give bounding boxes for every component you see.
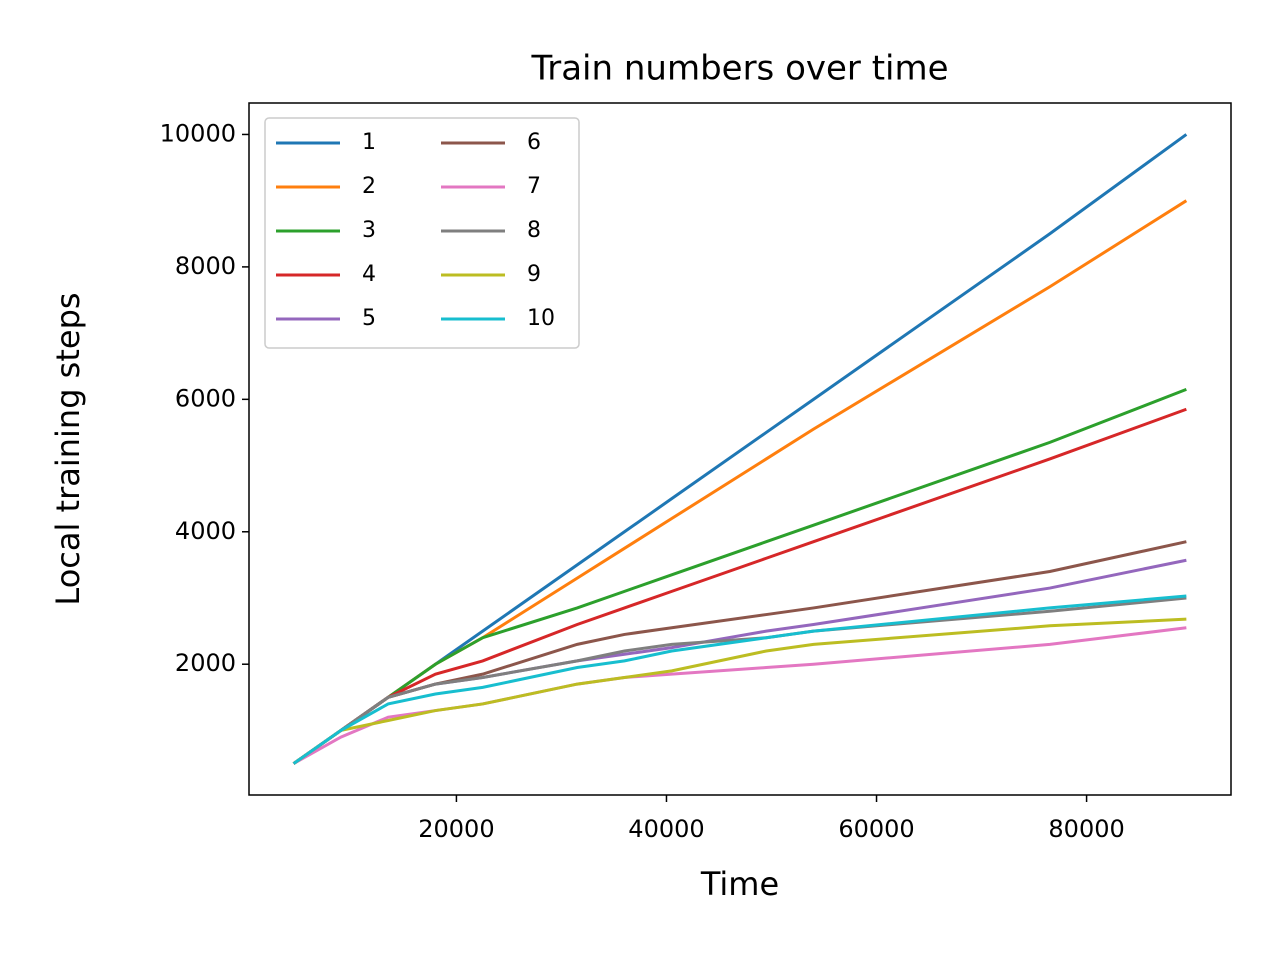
y-tick-label: 4000 — [175, 517, 236, 545]
y-axis-label: Local training steps — [49, 292, 87, 605]
legend-label: 8 — [527, 218, 541, 243]
legend-label: 6 — [527, 130, 541, 155]
legend-box — [264, 117, 580, 349]
legend-label: 2 — [362, 174, 376, 199]
y-tick-label: 6000 — [175, 384, 236, 412]
x-tick-label: 40000 — [628, 815, 704, 843]
x-tick-label: 20000 — [418, 815, 494, 843]
legend-label: 9 — [527, 262, 541, 287]
legend-label: 4 — [362, 262, 376, 287]
y-tick-label: 2000 — [175, 649, 236, 677]
plot-frame — [248, 102, 1232, 796]
y-tick-label: 8000 — [175, 252, 236, 280]
x-tick-label: 60000 — [838, 815, 914, 843]
x-tick-label: 80000 — [1048, 815, 1124, 843]
legend-label: 3 — [362, 218, 376, 243]
legend-label: 1 — [362, 130, 376, 155]
y-tick-label: 10000 — [160, 119, 236, 147]
x-axis-label: Time — [700, 865, 779, 903]
legend-label: 5 — [362, 306, 376, 331]
legend-label: 10 — [527, 306, 555, 331]
legend-label: 7 — [527, 174, 541, 199]
line-series — [292, 594, 1187, 765]
chart-title: Train numbers over time — [530, 49, 948, 89]
line-series — [292, 617, 1187, 765]
